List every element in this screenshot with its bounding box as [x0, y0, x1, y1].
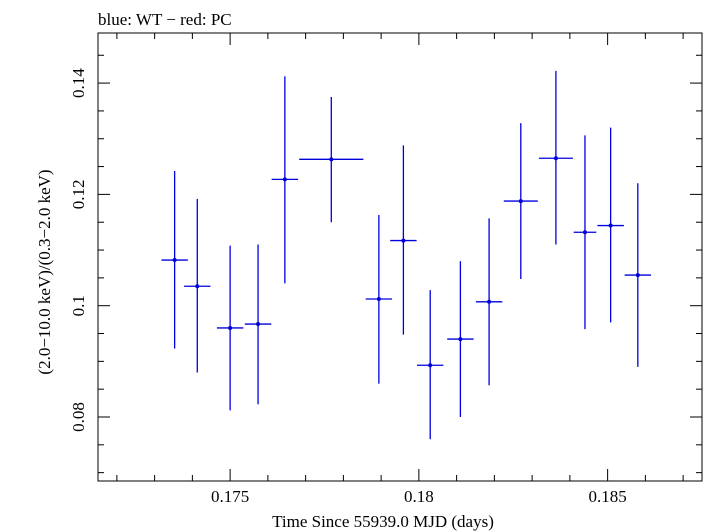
point-marker: [487, 299, 492, 304]
point-marker: [635, 273, 640, 278]
data-point: [390, 145, 417, 335]
axis-ticks: 0.175 0.18 0.185 0.08 0.1 0.12 0.14: [69, 33, 702, 506]
data-point: [244, 244, 272, 405]
point-marker: [282, 177, 287, 182]
data-point: [184, 198, 211, 373]
y-tick-label: 0.12: [69, 180, 88, 210]
point-marker: [228, 325, 233, 330]
point-marker: [256, 322, 261, 327]
data-point: [271, 76, 299, 284]
data-point: [538, 70, 573, 245]
point-marker: [608, 223, 613, 228]
point-marker: [428, 363, 433, 368]
data-point: [624, 183, 652, 367]
x-tick-label: 0.185: [589, 487, 627, 506]
data-point: [161, 171, 188, 349]
y-tick-label: 0.14: [69, 68, 88, 98]
point-marker: [376, 297, 381, 302]
data-point: [597, 127, 624, 323]
data-point: [503, 123, 538, 279]
data-point: [365, 214, 393, 384]
point-marker: [458, 337, 463, 342]
y-tick-label: 0.08: [69, 402, 88, 432]
x-tick-label: 0.18: [404, 487, 434, 506]
chart-title: blue: WT − red: PC: [98, 10, 232, 29]
data-point: [416, 290, 444, 440]
y-axis-label: (2.0−10.0 keV)/(0.3−2.0 keV): [35, 169, 54, 374]
point-marker: [582, 230, 587, 235]
x-tick-label: 0.175: [211, 487, 249, 506]
plot-frame: [97, 32, 703, 482]
data-series: [161, 70, 652, 440]
x-axis-label: Time Since 55939.0 MJD (days): [272, 512, 494, 531]
point-marker: [553, 156, 558, 161]
data-point: [447, 261, 474, 417]
data-point: [299, 97, 364, 223]
data-point: [216, 245, 244, 411]
data-point: [573, 135, 597, 330]
point-marker: [195, 284, 200, 289]
point-marker: [172, 258, 177, 263]
point-marker: [329, 157, 334, 162]
y-tick-label: 0.1: [69, 295, 88, 316]
data-point: [475, 218, 503, 386]
point-marker: [401, 238, 406, 243]
point-marker: [518, 199, 523, 204]
